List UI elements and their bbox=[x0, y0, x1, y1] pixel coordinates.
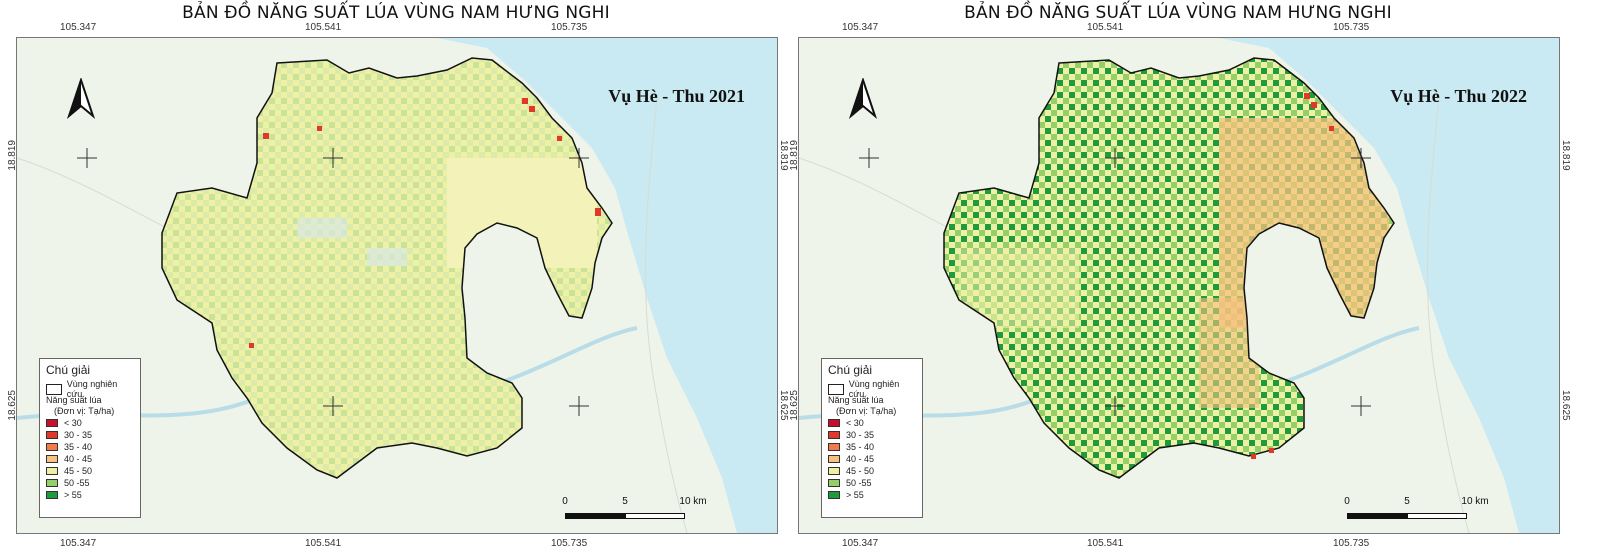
legend-yield-title: Năng suất lúa bbox=[46, 395, 102, 405]
lat-tick-label: 18.819 bbox=[1560, 140, 1571, 171]
scale-label: 5 bbox=[1404, 496, 1410, 507]
lon-tick-label: 105.735 bbox=[1333, 538, 1370, 549]
lon-tick-label: 105.347 bbox=[842, 22, 879, 33]
map-frame: Vụ Hè - Thu 2021 Chú giải Vùng nghiên cứ… bbox=[16, 37, 778, 534]
scale-label: 5 bbox=[622, 496, 628, 507]
legend-swatch bbox=[46, 467, 58, 475]
lon-tick-label: 105.735 bbox=[1333, 22, 1370, 33]
lat-tick-label: 18.625 bbox=[1560, 390, 1571, 421]
scale-segment bbox=[1407, 513, 1467, 519]
lon-tick-label: 105.347 bbox=[60, 538, 97, 549]
legend-label: > 55 bbox=[846, 490, 864, 500]
lon-tick-label: 105.735 bbox=[551, 538, 588, 549]
scale-segment bbox=[565, 513, 625, 519]
lon-tick-label: 105.541 bbox=[1087, 538, 1124, 549]
north-arrow-icon bbox=[848, 78, 878, 120]
legend-label: 30 - 35 bbox=[846, 430, 875, 440]
legend-label: 45 - 50 bbox=[846, 466, 875, 476]
yield-map bbox=[17, 38, 777, 533]
legend-unit: (Đơn vị: Tạ/ha) bbox=[836, 406, 897, 416]
legend-label: 30 - 35 bbox=[64, 430, 93, 440]
scale-label: 10 km bbox=[679, 496, 707, 507]
legend-title: Chú giải bbox=[46, 363, 91, 377]
legend-swatch bbox=[828, 419, 840, 427]
legend-swatch bbox=[828, 431, 840, 439]
legend-label: 40 - 45 bbox=[846, 454, 875, 464]
legend-label: 45 - 50 bbox=[64, 466, 93, 476]
lon-tick-label: 105.735 bbox=[551, 22, 588, 33]
legend: Chú giải Vùng nghiên cứu Năng suất lúa (… bbox=[39, 358, 141, 518]
lon-tick-label: 105.541 bbox=[305, 538, 342, 549]
legend-label: Vùng nghiên cứu bbox=[66, 379, 118, 399]
lon-tick-label: 105.541 bbox=[1087, 22, 1124, 33]
legend-label: 35 - 40 bbox=[846, 442, 875, 452]
legend-label: 50 -55 bbox=[846, 478, 872, 488]
lon-tick-label: 105.347 bbox=[842, 538, 879, 549]
study-area-boundary bbox=[161, 57, 613, 479]
map-frame: Vụ Hè - Thu 2022 Chú giải Vùng nghiên cứ… bbox=[798, 37, 1560, 534]
legend: Chú giải Vùng nghiên cứu Năng suất lúa (… bbox=[821, 358, 923, 518]
scale-segment bbox=[625, 513, 685, 519]
legend-label: 40 - 45 bbox=[64, 454, 93, 464]
map-title: BẢN ĐỒ NĂNG SUẤT LÚA VÙNG NAM HƯNG NGHI bbox=[182, 3, 610, 23]
legend-label: 50 -55 bbox=[64, 478, 90, 488]
lat-tick-label: 18.625 bbox=[778, 390, 789, 421]
scale-segment bbox=[1347, 513, 1407, 519]
legend-label: < 30 bbox=[64, 418, 82, 428]
legend-swatch bbox=[46, 419, 58, 427]
legend-swatch bbox=[46, 491, 58, 499]
legend-label: > 55 bbox=[64, 490, 82, 500]
lon-tick-label: 105.541 bbox=[305, 22, 342, 33]
legend-swatch bbox=[828, 443, 840, 451]
legend-title: Chú giải bbox=[828, 363, 873, 377]
legend-study-area: Vùng nghiên cứu bbox=[46, 379, 134, 399]
legend-swatch bbox=[828, 479, 840, 487]
legend-unit: (Đơn vị: Tạ/ha) bbox=[54, 406, 115, 416]
scale-label: 10 km bbox=[1461, 496, 1489, 507]
map-panel-2021: BẢN ĐỒ NĂNG SUẤT LÚA VÙNG NAM HƯNG NGHI … bbox=[7, 0, 789, 559]
legend-swatch bbox=[46, 455, 58, 463]
legend-swatch bbox=[828, 491, 840, 499]
season-label: Vụ Hè - Thu 2021 bbox=[608, 86, 745, 106]
legend-swatch bbox=[828, 455, 840, 463]
legend-study-area: Vùng nghiên cứu bbox=[828, 379, 916, 399]
legend-label: Vùng nghiên cứu bbox=[848, 379, 900, 399]
map-title: BẢN ĐỒ NĂNG SUẤT LÚA VÙNG NAM HƯNG NGHI bbox=[964, 3, 1392, 23]
map-panel-2022: BẢN ĐỒ NĂNG SUẤT LÚA VÙNG NAM HƯNG NGHI … bbox=[789, 0, 1571, 559]
legend-swatch bbox=[46, 383, 62, 395]
season-label: Vụ Hè - Thu 2022 bbox=[1390, 86, 1527, 106]
yield-map bbox=[799, 38, 1559, 533]
legend-label: 35 - 40 bbox=[64, 442, 93, 452]
legend-swatch bbox=[46, 443, 58, 451]
scale-label: 0 bbox=[1344, 496, 1350, 507]
legend-swatch bbox=[828, 467, 840, 475]
legend-swatch bbox=[828, 383, 844, 395]
study-area-boundary bbox=[943, 57, 1395, 479]
legend-label: < 30 bbox=[846, 418, 864, 428]
north-arrow-icon bbox=[66, 78, 96, 120]
lon-tick-label: 105.347 bbox=[60, 22, 97, 33]
scale-bar: 0 5 10 km bbox=[562, 494, 725, 524]
legend-yield-title: Năng suất lúa bbox=[828, 395, 884, 405]
lat-tick-label: 18.819 bbox=[778, 140, 789, 171]
legend-swatch bbox=[46, 431, 58, 439]
scale-label: 0 bbox=[562, 496, 568, 507]
legend-swatch bbox=[46, 479, 58, 487]
scale-bar: 0 5 10 km bbox=[1344, 494, 1507, 524]
